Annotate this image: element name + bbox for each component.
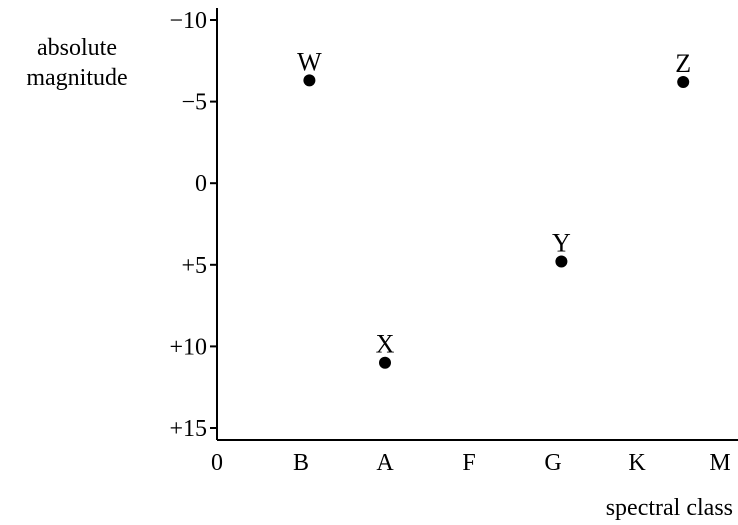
data-point-w (303, 74, 316, 87)
y-tick-label: +15 (169, 416, 207, 442)
y-tick-label: −5 (181, 90, 207, 116)
data-point-label-x: X (376, 330, 395, 359)
data-point-y (555, 255, 568, 268)
x-tick-label: M (709, 450, 730, 476)
x-tick-label: A (376, 450, 394, 476)
x-tick-label: G (544, 450, 561, 476)
data-point-label-w: W (297, 47, 322, 76)
y-tick-label: 0 (195, 171, 207, 197)
y-tick-label: +5 (181, 253, 207, 279)
data-point-label-z: Z (675, 49, 691, 78)
data-point-x (379, 356, 391, 369)
y-tick-label: −10 (169, 8, 207, 34)
x-tick-label: B (293, 450, 309, 476)
x-tick-label: 0 (211, 450, 223, 476)
data-point-z (677, 76, 690, 89)
y-tick-label: +10 (169, 334, 207, 360)
y-axis-label-line1: absolute (37, 35, 117, 61)
x-axis-label: spectral class (606, 495, 733, 521)
x-tick-label: F (462, 450, 475, 476)
y-axis-label-line2: magnitude (26, 65, 127, 91)
x-tick-label: K (628, 450, 646, 476)
data-point-label-y: Y (552, 229, 571, 258)
